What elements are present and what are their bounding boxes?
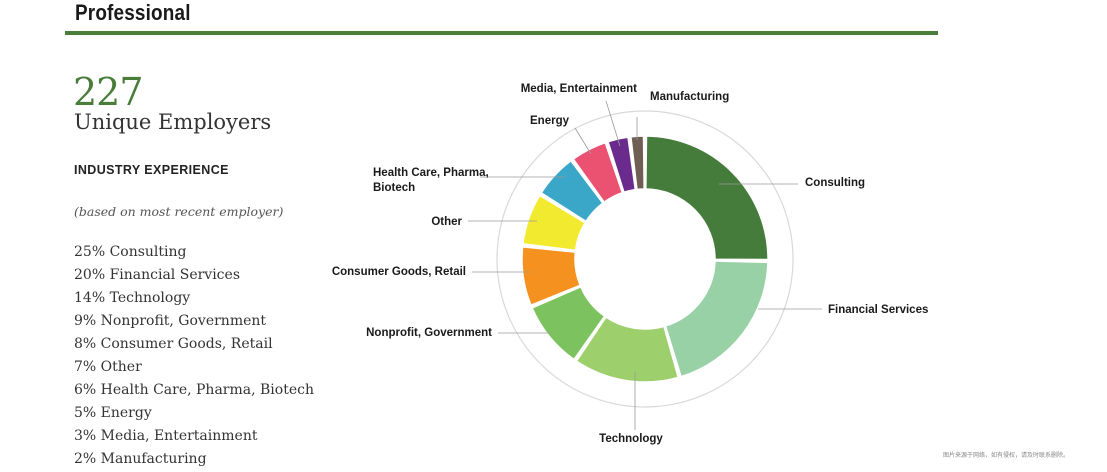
chart-guide-ring xyxy=(496,110,794,408)
leader-line xyxy=(574,127,592,155)
industry-item: 14% Technology xyxy=(74,290,191,306)
leader-line xyxy=(605,100,621,147)
donut-slice-nonprofit-government xyxy=(531,285,606,361)
slice-label: Health Care, Pharma, Biotech xyxy=(373,167,489,194)
industry-heading: INDUSTRY EXPERIENCE xyxy=(74,163,229,177)
donut-slice-media-entertainment xyxy=(607,136,637,194)
slice-label: Nonprofit, Government xyxy=(366,327,492,339)
slice-label: Consumer Goods, Retail xyxy=(332,266,466,278)
slice-label: Other xyxy=(431,216,462,228)
industry-item: 20% Financial Services xyxy=(74,267,240,283)
header-divider xyxy=(65,31,938,35)
industry-item: 2% Manufacturing xyxy=(74,451,207,467)
industry-list: 25% Consulting 20% Financial Services 14… xyxy=(74,242,314,472)
donut-slice-other xyxy=(522,194,587,252)
donut-slice-energy xyxy=(572,141,624,204)
slice-label: Consulting xyxy=(805,177,865,189)
slice-label: Technology xyxy=(599,433,663,445)
industry-item: 8% Consumer Goods, Retail xyxy=(74,336,273,352)
industry-item: 25% Consulting xyxy=(74,244,187,260)
industry-item: 7% Other xyxy=(74,359,142,375)
industry-item: 6% Health Care, Pharma, Biotech xyxy=(74,382,314,398)
industry-item: 9% Nonprofit, Government xyxy=(74,313,267,329)
donut-slice-consulting xyxy=(645,135,769,261)
slice-label: Energy xyxy=(530,115,570,127)
page-title: Professional xyxy=(75,0,191,25)
industry-item: 3% Media, Entertainment xyxy=(74,428,258,444)
donut-slice-health-care-pharma-biotech xyxy=(540,159,604,223)
employer-count: 227 xyxy=(73,70,144,114)
donut-slice-financial-services xyxy=(664,260,769,378)
industry-note: (based on most recent employer) xyxy=(74,204,284,219)
donut-slice-manufacturing xyxy=(630,135,645,191)
watermark-text: 图片来源于网络，如有侵权，请及时联系删除。 xyxy=(942,452,1069,459)
slice-label: Financial Services xyxy=(828,304,928,316)
industry-item: 5% Energy xyxy=(74,405,152,421)
slice-label: Manufacturing xyxy=(650,91,729,103)
donut-slice-technology xyxy=(575,316,680,383)
donut-slice-consumer-goods-retail xyxy=(521,246,582,307)
employer-count-caption: Unique Employers xyxy=(74,110,272,134)
slice-label: Media, Entertainment xyxy=(521,83,637,95)
